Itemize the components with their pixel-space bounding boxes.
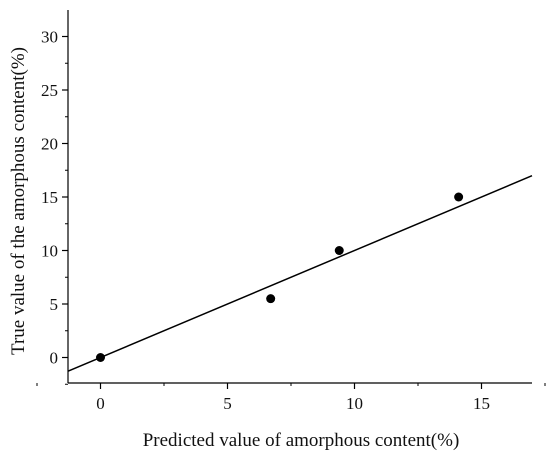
y-tick-label: 5 <box>50 295 59 314</box>
data-point <box>96 353 105 362</box>
reference-line <box>67 175 533 372</box>
x-tick-label: 0 <box>96 394 105 413</box>
x-tick-label: 5 <box>223 394 232 413</box>
y-tick-label: 25 <box>41 81 58 100</box>
data-point <box>454 192 464 202</box>
y-tick-label: 0 <box>50 349 59 368</box>
y-axis-title: True value of the amorphous content(%) <box>8 47 29 355</box>
x-axis-title: Predicted value of amorphous content(%) <box>143 430 460 451</box>
data-point <box>334 246 344 255</box>
ticks: 05101520253035051015202530 <box>36 28 546 413</box>
y-tick-label: 20 <box>41 135 58 154</box>
y-tick-label: 15 <box>41 188 58 207</box>
x-tick-label: 15 <box>473 394 490 413</box>
x-tick-label: 10 <box>346 394 363 413</box>
plot-area <box>67 175 533 372</box>
y-tick-label: 10 <box>41 242 58 261</box>
y-tick-label: 30 <box>41 28 58 47</box>
data-point <box>266 294 276 304</box>
